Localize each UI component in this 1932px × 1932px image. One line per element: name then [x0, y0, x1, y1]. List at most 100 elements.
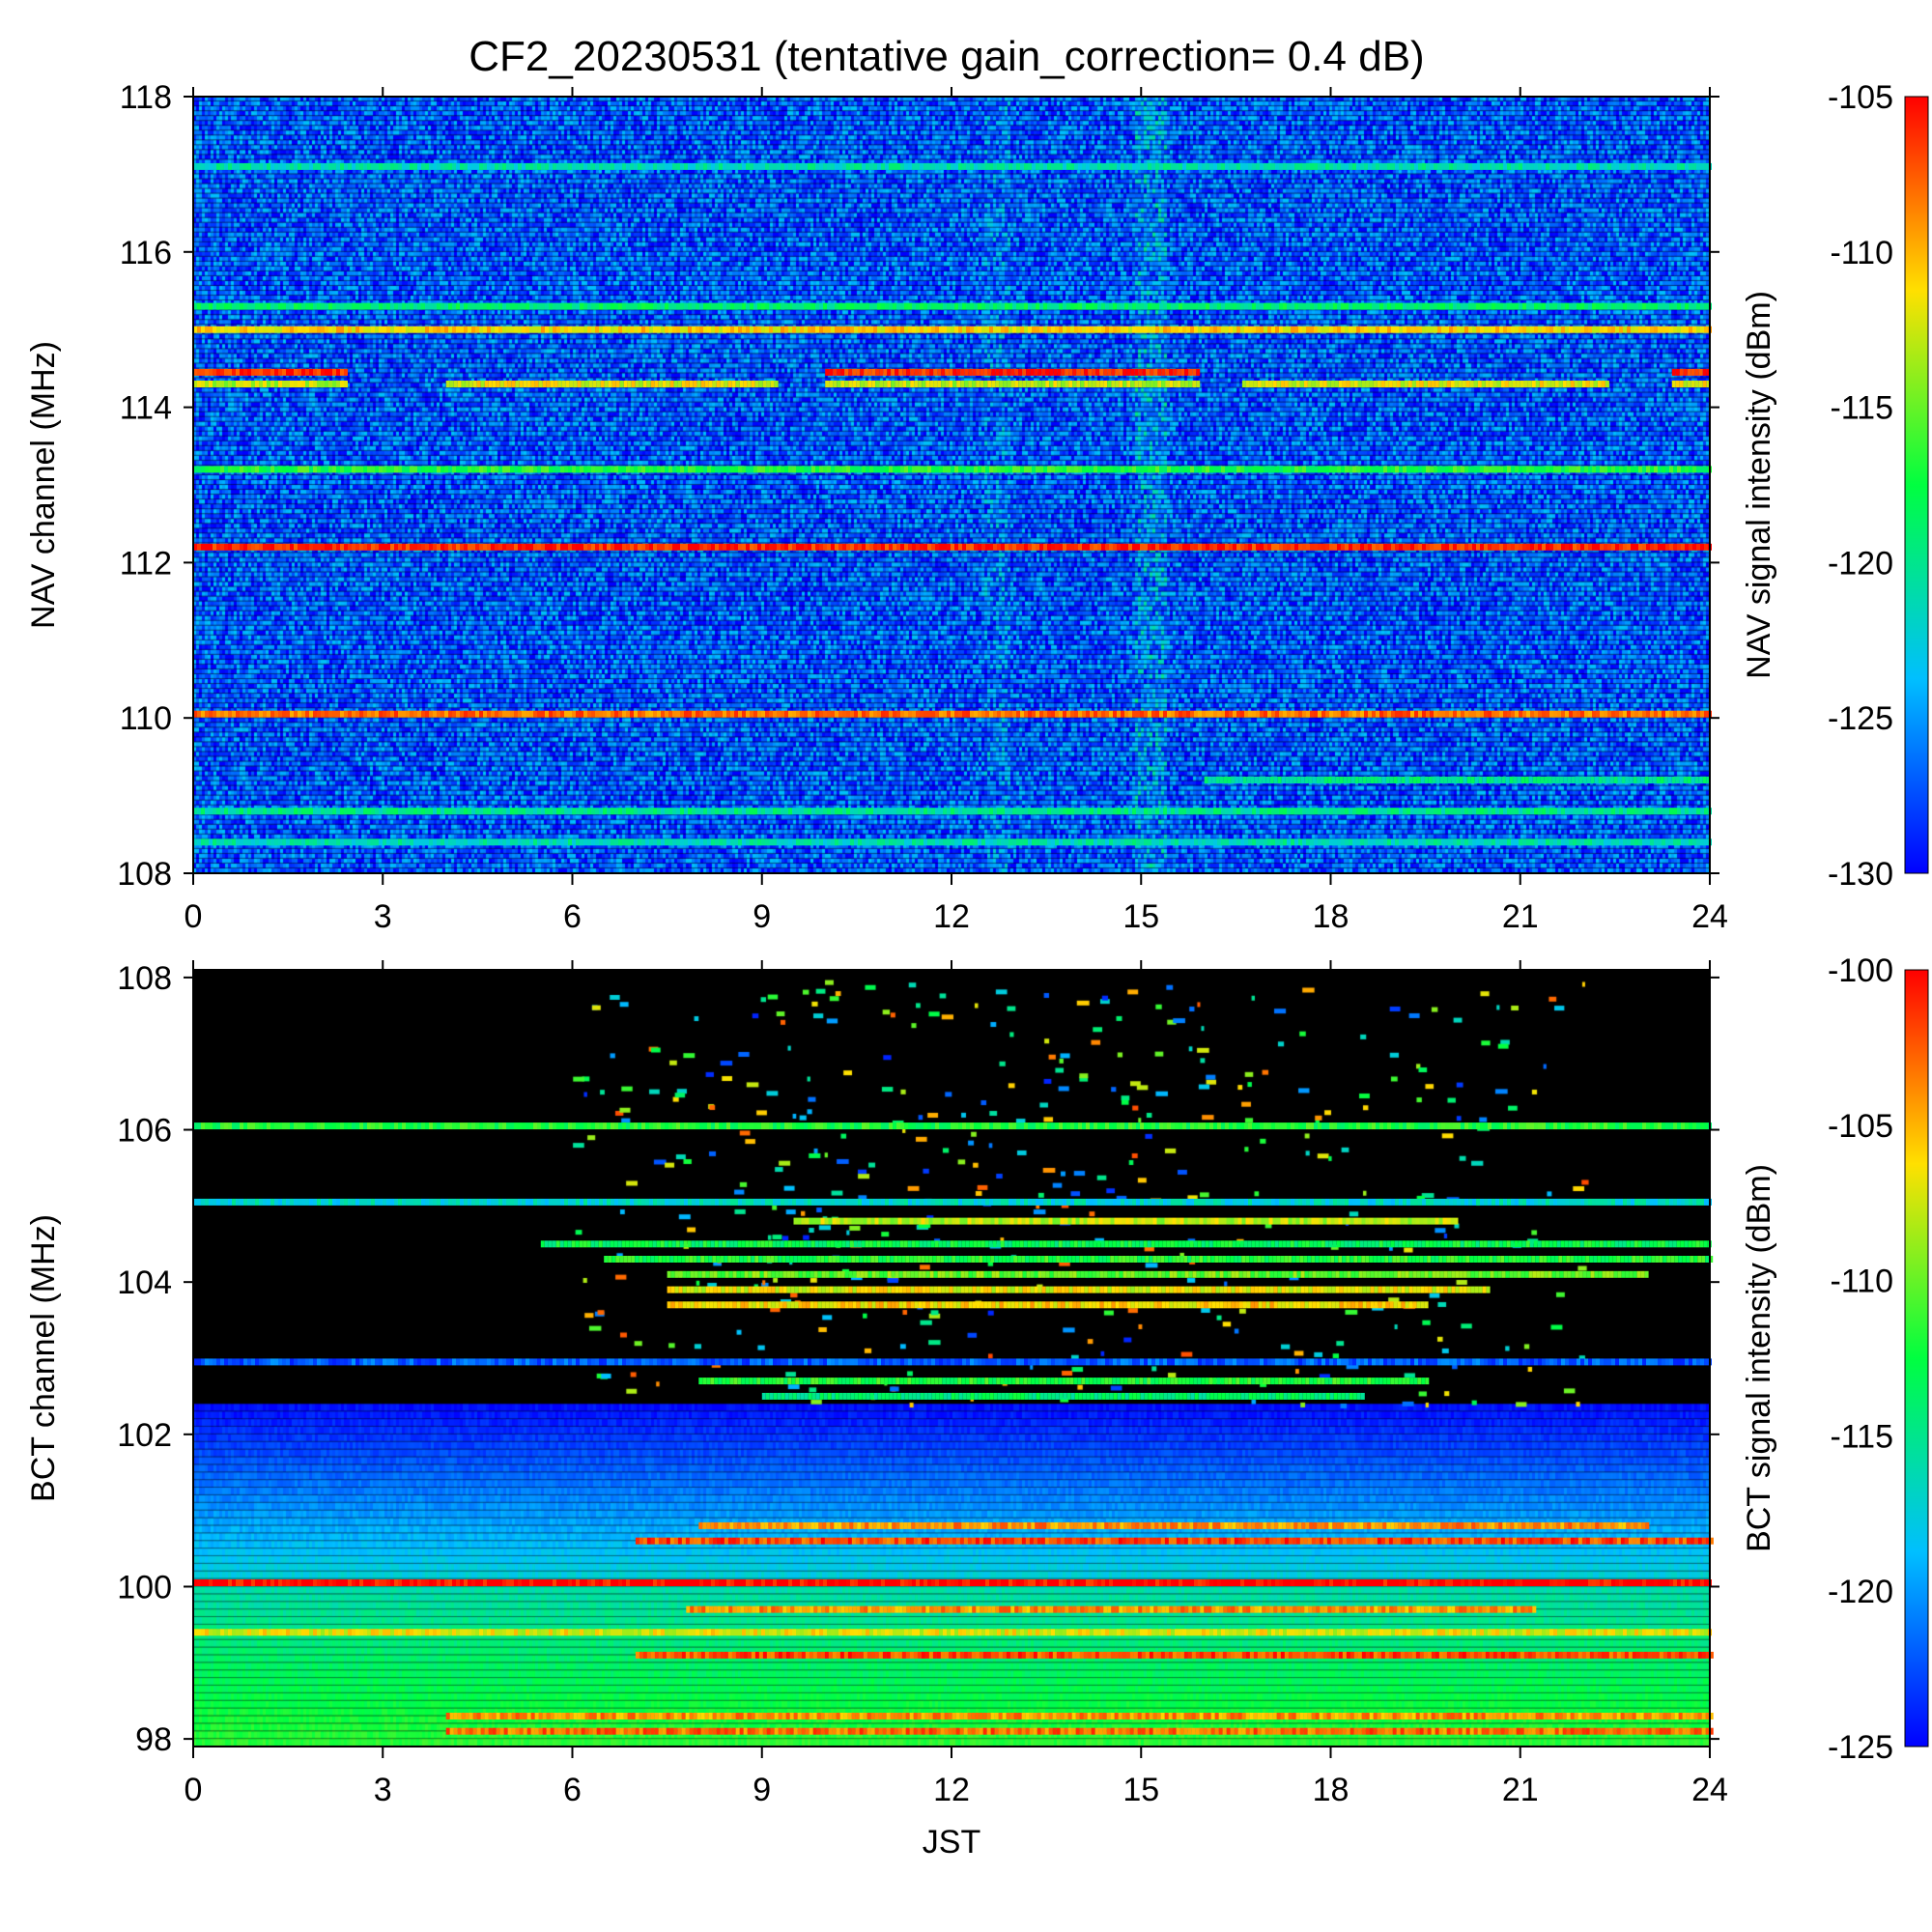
- nav-channel-segment: [560, 838, 564, 846]
- nav-channel-segment: [908, 326, 912, 333]
- nav-channel-segment: [352, 710, 355, 718]
- nav-channel-segment: [255, 302, 259, 310]
- nav-channel-segment: [510, 162, 514, 170]
- nav-channel-segment: [317, 162, 321, 170]
- nav-channel-segment: [1426, 808, 1430, 815]
- nav-channel-segment: [819, 326, 823, 333]
- nav-channel-segment: [359, 162, 363, 170]
- nav-channel-segment: [900, 808, 904, 815]
- bct-channel-segment: [912, 1198, 916, 1206]
- nav-channel-segment: [1095, 368, 1100, 376]
- nav-channel-segment: [1229, 326, 1233, 333]
- nav-channel-segment: [1627, 838, 1631, 846]
- nav-channel-segment: [1132, 326, 1136, 333]
- nav-channel-segment: [1009, 808, 1012, 815]
- nav-channel-segment: [1221, 543, 1225, 551]
- bct-channel-segment: [985, 1198, 989, 1206]
- nav-channel-segment: [1577, 381, 1582, 387]
- nav-channel-segment: [371, 466, 375, 473]
- nav-channel-segment: [348, 543, 352, 551]
- nav-channel-segment: [305, 162, 309, 170]
- nav-channel-segment: [1692, 543, 1696, 551]
- bct-channel-segment: [653, 1358, 657, 1366]
- bct-channel-segment: [1202, 1198, 1206, 1206]
- nav-channel-segment: [837, 381, 841, 387]
- nav-channel-segment: [1507, 838, 1511, 846]
- nav-channel-segment: [757, 838, 761, 846]
- nav-channel-segment: [1418, 466, 1422, 473]
- nav-channel-segment: [290, 162, 294, 170]
- nav-channel-segment: [1233, 543, 1236, 551]
- nav-channel-segment: [1171, 326, 1175, 333]
- bct-channel-segment: [321, 1579, 325, 1586]
- nav-channel-segment: [595, 466, 599, 473]
- bct-channel-segment: [765, 1579, 769, 1586]
- nav-channel-segment: [510, 302, 514, 310]
- bct-channel-segment: [383, 1358, 386, 1366]
- nav-channel-segment: [1391, 838, 1395, 846]
- nav-channel-segment: [1260, 808, 1264, 815]
- nav-channel-segment: [197, 543, 201, 551]
- bct-channel-segment: [680, 1579, 684, 1586]
- nav-channel-segment: [912, 326, 916, 333]
- nav-channel-segment: [603, 838, 607, 846]
- nav-channel-segment: [993, 838, 997, 846]
- nav-channel-segment: [1136, 710, 1140, 718]
- nav-channel-segment: [193, 543, 197, 551]
- bct-channel-segment: [1233, 1579, 1236, 1586]
- nav-channel-segment: [970, 326, 974, 333]
- nav-channel-segment: [1441, 808, 1445, 815]
- nav-channel-segment: [309, 838, 313, 846]
- nav-channel-segment: [1016, 808, 1020, 815]
- bct-channel-segment: [506, 1358, 510, 1366]
- nav-channel-segment: [997, 838, 1001, 846]
- nav-channel-segment: [1171, 808, 1175, 815]
- nav-channel-segment: [862, 302, 866, 310]
- nav-channel-segment: [301, 162, 305, 170]
- nav-channel-segment: [232, 381, 236, 387]
- nav-channel-segment: [1177, 381, 1181, 387]
- bct-channel-segment: [742, 1579, 746, 1586]
- nav-channel-segment: [1084, 368, 1089, 376]
- bct-channel-segment: [1159, 1198, 1163, 1206]
- nav-channel-segment: [1615, 710, 1619, 718]
- nav-channel-segment: [456, 326, 460, 333]
- nav-channel-segment: [607, 162, 611, 170]
- nav-channel-segment: [757, 302, 761, 310]
- nav-channel-segment: [1654, 710, 1658, 718]
- nav-channel-segment: [1221, 326, 1225, 333]
- nav-channel-segment: [1665, 808, 1669, 815]
- nav-channel-segment: [452, 466, 456, 473]
- nav-channel-segment: [1631, 466, 1634, 473]
- bct-channel-segment: [974, 1198, 978, 1206]
- bct-channel-segment: [676, 1579, 680, 1586]
- nav-channel-segment: [1642, 162, 1646, 170]
- nav-channel-segment: [301, 381, 305, 387]
- nav-channel-segment: [703, 302, 707, 310]
- nav-channel-segment: [1271, 326, 1275, 333]
- nav-channel-segment: [952, 368, 957, 376]
- bct-channel-segment: [1360, 1358, 1364, 1366]
- nav-channel-segment: [1078, 808, 1082, 815]
- nav-channel-segment: [896, 326, 900, 333]
- nav-channel-segment: [236, 326, 240, 333]
- nav-channel-segment: [1163, 838, 1167, 846]
- nav-channel-segment: [522, 466, 526, 473]
- nav-channel-segment: [800, 710, 804, 718]
- bct-channel-segment: [1302, 1198, 1306, 1206]
- bct-channel-segment: [1016, 1358, 1020, 1366]
- nav-channel-segment: [1117, 838, 1121, 846]
- bct-channel-segment: [750, 1198, 753, 1206]
- nav-channel-segment: [240, 302, 243, 310]
- nav-channel-segment: [417, 808, 421, 815]
- bct-channel-segment: [1086, 1579, 1090, 1586]
- nav-channel-segment: [1511, 162, 1515, 170]
- nav-channel-segment: [1275, 710, 1279, 718]
- bct-channel-segment: [1279, 1579, 1283, 1586]
- nav-channel-segment: [518, 543, 522, 551]
- nav-colorbar-tick-label: -125: [1828, 700, 1893, 737]
- nav-channel-segment: [1492, 710, 1495, 718]
- nav-channel-segment: [475, 302, 479, 310]
- nav-channel-segment: [788, 543, 792, 551]
- nav-channel-segment: [699, 710, 703, 718]
